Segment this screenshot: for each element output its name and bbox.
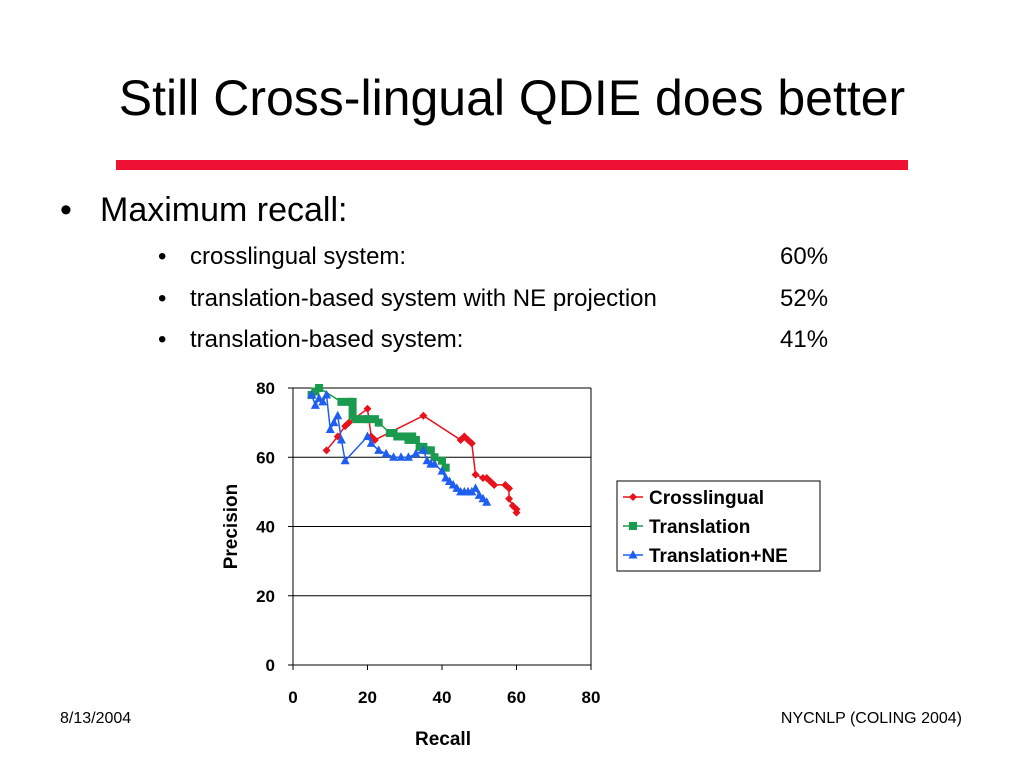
x-tick-label: 20	[358, 688, 377, 707]
bullet-label: Maximum recall:	[100, 191, 348, 229]
data-point-translation-ne	[411, 448, 421, 458]
data-point-translation-ne	[333, 410, 343, 420]
y-axis-label: Precision	[221, 484, 242, 570]
data-point-translation-ne	[403, 452, 413, 461]
data-point-translation	[426, 446, 435, 455]
series-line-translation-ne	[310, 392, 488, 503]
footer-date: 8/13/2004	[60, 710, 132, 727]
data-point-translation	[348, 397, 357, 406]
sub-bullet-label: crosslingual system:	[190, 243, 407, 270]
legend-label-translation: Translation	[649, 517, 750, 538]
y-tick-label: 20	[256, 587, 275, 606]
data-point-translation-ne	[366, 438, 376, 447]
data-point-translation	[430, 453, 439, 462]
data-point-crosslingual	[344, 418, 353, 427]
data-point-translation-ne	[318, 396, 328, 406]
sub-bullet-translation-ne: • translation-based system with NE projec…	[158, 279, 858, 319]
chart-legend: Crosslingual Translation Translation+NE	[616, 480, 821, 572]
data-point-translation	[352, 415, 361, 424]
x-tick-label: 0	[288, 688, 297, 707]
series-translation-ne	[307, 389, 492, 506]
data-point-crosslingual	[363, 404, 372, 413]
data-point-translation-ne	[430, 459, 440, 468]
footer-venue: NYCNLP (COLING 2004)	[780, 710, 962, 727]
data-point-translation	[315, 384, 324, 392]
legend-marker-crosslingual	[629, 493, 637, 501]
x-tick-label: 60	[507, 688, 526, 707]
sub-bullet-label: translation-based system with NE project…	[190, 285, 657, 312]
x-tick-label: 40	[433, 688, 452, 707]
data-point-translation	[348, 404, 357, 413]
data-point-crosslingual	[419, 411, 428, 420]
data-point-translation-ne	[437, 466, 447, 475]
sub-bullet-value: 52%	[780, 285, 829, 312]
data-point-translation-ne	[322, 389, 332, 399]
data-point-translation-ne	[329, 417, 339, 427]
data-point-translation-ne	[374, 445, 384, 454]
y-tick-label: 40	[256, 518, 275, 537]
data-point-crosslingual	[512, 508, 521, 517]
sub-bullet-dot: •	[158, 326, 167, 353]
data-point-translation	[411, 435, 420, 444]
sub-bullet-translation: • translation-based system: 41%	[158, 320, 858, 360]
sub-bullet-value: 41%	[780, 326, 829, 353]
data-point-translation-ne	[336, 434, 346, 444]
legend-box	[616, 480, 821, 572]
sub-bullet-dot: •	[158, 285, 167, 312]
legend-marker-translation-ne	[628, 550, 638, 559]
data-point-translation-ne	[396, 452, 406, 461]
data-point-translation-ne	[381, 448, 391, 458]
y-tick-label: 0	[266, 656, 275, 675]
sub-bullet-label: translation-based system:	[190, 326, 464, 353]
data-point-translation	[363, 415, 372, 424]
y-tick-label: 60	[256, 448, 275, 467]
legend-label-translation-ne: Translation+NE	[649, 546, 788, 567]
data-point-translation-ne	[307, 389, 317, 399]
data-point-translation	[374, 418, 383, 427]
data-point-crosslingual	[505, 484, 514, 493]
data-point-translation-ne	[389, 452, 399, 461]
sub-bullet-dot: •	[158, 243, 167, 270]
data-point-translation-ne	[363, 431, 372, 440]
bullet-maximum-recall: • Maximum recall:	[60, 185, 347, 235]
data-point-translation-ne	[325, 424, 335, 434]
data-point-crosslingual	[505, 494, 514, 503]
data-point-translation-ne	[471, 483, 481, 492]
data-point-crosslingual	[467, 439, 476, 448]
data-point-translation-ne	[418, 445, 428, 454]
x-axis-label: Recall	[415, 729, 471, 750]
data-point-translation-ne	[340, 455, 350, 465]
y-tick-label: 80	[256, 379, 275, 398]
sub-bullet-value: 60%	[780, 243, 829, 270]
sub-bullet-crosslingual: • crosslingual system: 60%	[158, 237, 858, 277]
legend-marker-translation	[629, 522, 637, 530]
title-divider	[116, 160, 908, 170]
data-point-crosslingual	[471, 470, 480, 479]
data-point-translation-ne	[310, 400, 320, 409]
series-crosslingual	[322, 404, 521, 517]
slide-title: Still Cross-lingual QDIE does better	[118, 70, 906, 126]
data-point-translation	[337, 397, 346, 406]
bullet-dot: •	[60, 191, 72, 229]
data-point-translation	[393, 432, 402, 441]
data-point-translation	[441, 463, 450, 472]
data-point-crosslingual	[490, 480, 499, 489]
data-point-crosslingual	[322, 446, 331, 455]
series-line-crosslingual	[325, 407, 518, 513]
x-tick-label: 80	[582, 688, 601, 707]
data-point-translation-ne	[482, 497, 492, 506]
data-point-translation	[438, 456, 446, 465]
legend-label-crosslingual: Crosslingual	[649, 488, 764, 509]
